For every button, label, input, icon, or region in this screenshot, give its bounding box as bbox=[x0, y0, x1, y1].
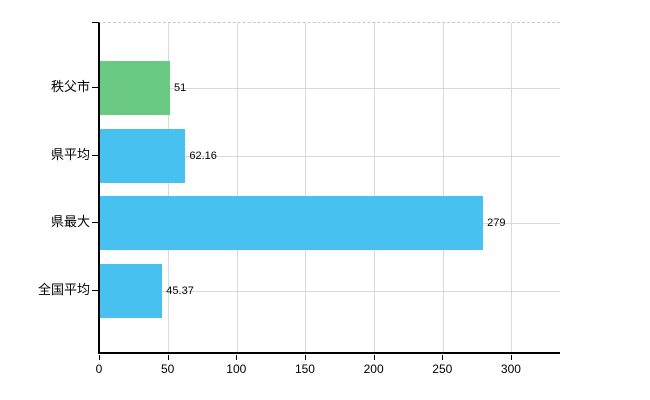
x-axis-tick-label: 200 bbox=[363, 362, 384, 376]
gridline-vertical bbox=[236, 23, 238, 352]
gridline-horizontal bbox=[100, 88, 560, 89]
category-label: 全国平均 bbox=[37, 282, 90, 297]
gridline-vertical bbox=[168, 23, 170, 352]
bar-value-label: 62.16 bbox=[189, 149, 217, 162]
category-tick-mark bbox=[92, 154, 98, 156]
category-label: 県最大 bbox=[50, 214, 90, 230]
x-axis-tick-mark bbox=[304, 355, 306, 360]
gridline-vertical bbox=[305, 23, 307, 352]
plot-area: 51 62.16 279 45.37 bbox=[98, 22, 560, 354]
x-axis-tick-label: 50 bbox=[160, 362, 175, 376]
category-label: 秩父市 bbox=[50, 79, 90, 94]
bar bbox=[100, 196, 484, 251]
gridline-vertical bbox=[511, 23, 513, 352]
category-axis-top-tick bbox=[92, 22, 98, 23]
category-label: 県平均 bbox=[50, 146, 90, 162]
gridline-horizontal bbox=[100, 291, 560, 292]
bar bbox=[100, 264, 163, 318]
x-axis-tick-mark bbox=[510, 355, 512, 360]
bar-value-label: 45.37 bbox=[166, 285, 194, 297]
x-axis-tick-label: 0 bbox=[95, 362, 103, 376]
bar bbox=[100, 61, 171, 115]
gridline-vertical bbox=[442, 23, 444, 352]
x-axis-tick-mark bbox=[442, 355, 444, 360]
gridline-horizontal bbox=[100, 155, 560, 157]
category-tick-mark bbox=[92, 290, 98, 291]
x-axis-tick-label: 100 bbox=[226, 362, 247, 376]
x-axis-tick-label: 300 bbox=[500, 362, 521, 376]
x-axis-tick-mark bbox=[167, 355, 169, 360]
gridline-vertical bbox=[374, 23, 376, 352]
x-axis-tick-mark bbox=[99, 355, 100, 360]
category-tick-mark bbox=[92, 222, 98, 224]
bar bbox=[100, 128, 186, 183]
x-axis-tick-mark bbox=[236, 355, 238, 360]
x-axis-tick-label: 150 bbox=[294, 362, 315, 376]
x-axis-tick-mark bbox=[373, 355, 375, 360]
bar-value-label: 279 bbox=[487, 217, 506, 230]
category-tick-mark bbox=[92, 87, 98, 88]
bar-value-label: 51 bbox=[174, 82, 187, 94]
x-axis-tick-label: 250 bbox=[432, 362, 453, 376]
